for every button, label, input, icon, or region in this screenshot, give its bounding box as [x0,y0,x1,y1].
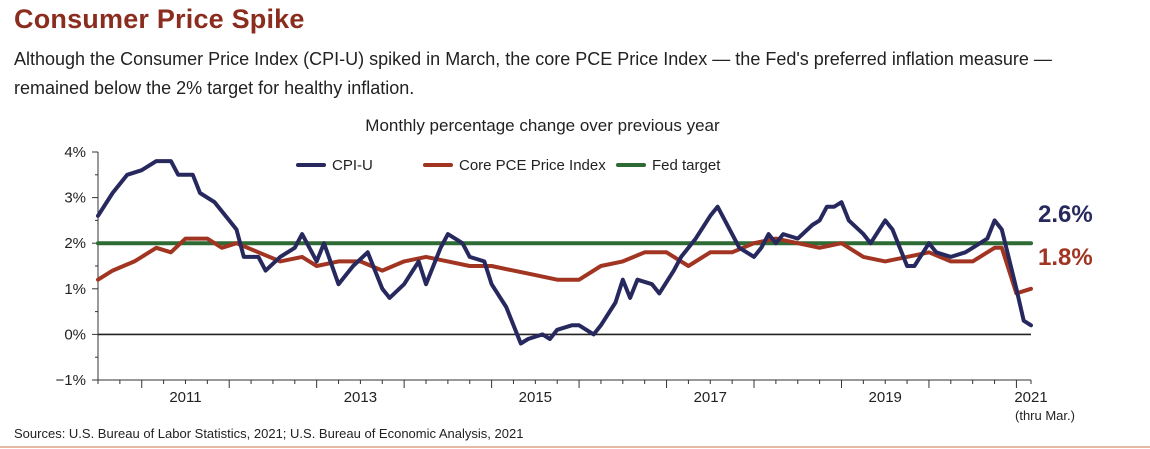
chart-axes: −1% 0% 1% 2% 3% 4% 2011 2013 2015 2017 2019 2021 (th… [56,144,1075,423]
series-layer: 2.6% 1.8% [96,159,1093,346]
y-tick-label: 4% [64,144,86,161]
x-tick-label: 2013 [344,389,377,406]
sources-note: Sources: U.S. Bureau of Labor Statistics… [14,426,524,441]
plot-title: Monthly percentage change over previous … [365,116,720,135]
end-label-cpi: 2.6% [1038,201,1093,228]
x-tick-label: 2017 [694,389,727,406]
footer-divider [0,446,1150,448]
x-tick-note: (thru Mar.) [1015,408,1075,423]
x-tick-label: 2015 [519,389,552,406]
legend: CPI-U Core PCE Price Index Fed target [296,157,721,174]
legend-label: Fed target [652,157,721,174]
legend-label: Core PCE Price Index [459,157,606,174]
y-tick-label: 1% [64,281,86,298]
y-tick-label: 0% [64,326,86,343]
series-line-cpi-u [96,159,1033,346]
y-tick-label: 3% [64,190,86,207]
series-line-core-pce-price-index [96,236,1033,296]
y-tick-label: −1% [56,372,86,389]
chart-title-heading: Consumer Price Spike [14,4,305,34]
x-tick-label: 2011 [169,389,201,406]
legend-label: CPI-U [332,157,373,174]
x-tick-label: 2019 [869,389,902,406]
end-label-core-pce: 1.8% [1038,244,1093,271]
x-tick-label: 2021 [1014,389,1047,406]
y-tick-label: 2% [64,235,86,252]
chart-subtitle: Although the Consumer Price Index (CPI-U… [14,49,1052,98]
